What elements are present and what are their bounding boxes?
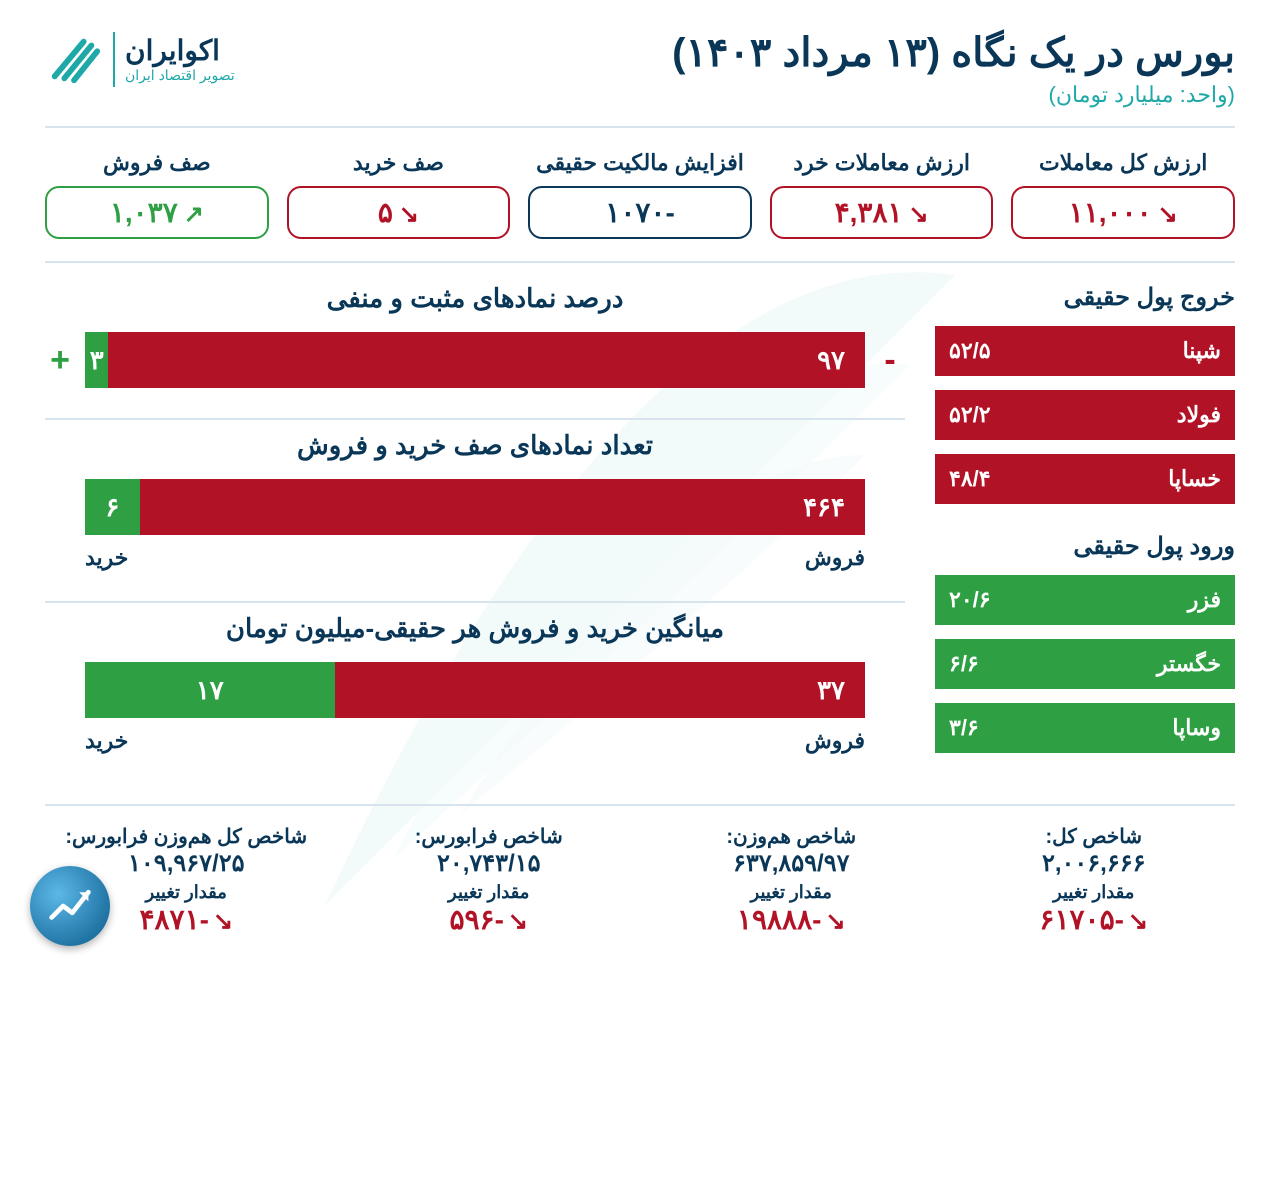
arrow-down-icon (213, 904, 233, 936)
arrow-down-icon (1158, 197, 1178, 229)
bar-positive: ۳ (85, 332, 108, 388)
stat-value: -۱۰۷۰ (528, 186, 752, 239)
h-bar: ۹۷ ۳ (85, 332, 865, 388)
index-value: ۲,۰۰۶,۶۶۶ (953, 849, 1236, 878)
index-change-label: مقدار تغییر (348, 882, 631, 903)
flow-name: خساپا (1168, 466, 1221, 492)
inflow-title: ورود پول حقیقی (935, 532, 1235, 561)
flow-bar: شپنا ۵۲/۵ (935, 326, 1235, 376)
arrow-down-icon (399, 197, 419, 229)
index-name: شاخص کل: (953, 824, 1236, 849)
arrow-down-icon (825, 904, 845, 936)
index-box: شاخص هم‌وزن: ۶۳۷,۸۵۹/۹۷ مقدار تغییر -۱۹۸… (650, 824, 933, 936)
flow-value: ۵۲/۲ (949, 402, 991, 428)
flow-value: ۲۰/۶ (949, 587, 991, 613)
arrow-down-icon (508, 904, 528, 936)
flow-value: ۵۲/۵ (949, 338, 991, 364)
index-name: شاخص هم‌وزن: (650, 824, 933, 849)
h-bar: ۳۷ ۱۷ (85, 662, 865, 718)
flow-name: فزر (1188, 587, 1221, 613)
index-name: شاخص کل هم‌وزن فرابورس: (45, 824, 328, 849)
index-box: شاخص فرابورس: ۲۰,۷۴۳/۱۵ مقدار تغییر -۵۹۶ (348, 824, 631, 936)
outflow-section: خروج پول حقیقی شپنا ۵۲/۵ فولاد ۵۲/۲ خساپا ۴۸/… (935, 283, 1235, 504)
index-change-label: مقدار تغییر (650, 882, 933, 903)
flow-bar: خساپا ۴۸/۴ (935, 454, 1235, 504)
index-row: شاخص کل: ۲,۰۰۶,۶۶۶ مقدار تغییر -۶۱۷۰۵ شا… (45, 804, 1235, 936)
inflow-section: ورود پول حقیقی فزر ۲۰/۶ خگستر ۶/۶ وساپا ۳/۶ (935, 532, 1235, 753)
flow-value: ۴۸/۴ (949, 466, 991, 492)
chart-badge-icon (30, 866, 110, 946)
page-subtitle: (واحد: میلیارد تومان) (672, 82, 1235, 108)
index-change: -۴۸۷۱ (139, 903, 233, 936)
arrow-down-icon (1128, 904, 1148, 936)
flow-bar: وساپا ۳/۶ (935, 703, 1235, 753)
flow-name: وساپا (1172, 715, 1221, 741)
chart-section: میانگین خرید و فروش هر حقیقی-میلیون توما… (45, 613, 905, 784)
stat-label: صف خرید (287, 150, 511, 176)
stat-label: صف فروش (45, 150, 269, 176)
stat-value: ۱۱,۰۰۰ (1011, 186, 1235, 239)
flow-name: شپنا (1183, 338, 1221, 364)
arrow-down-icon (909, 197, 929, 229)
h-bar: ۴۶۴ ۶ (85, 479, 865, 535)
bar-labels: فروشخرید (45, 728, 905, 754)
bar-labels: فروشخرید (45, 545, 905, 571)
stat-label: ارزش معاملات خرد (770, 150, 994, 176)
stat-value: ۱,۰۳۷ (45, 186, 269, 239)
chart-title: تعداد نمادهای صف خرید و فروش (45, 430, 905, 461)
index-name: شاخص فرابورس: (348, 824, 631, 849)
header: بورس در یک نگاه (۱۳ مرداد ۱۴۰۳) (واحد: م… (45, 30, 1235, 108)
logo-icon (45, 30, 103, 88)
stat-box: ارزش کل معاملات ۱۱,۰۰۰ (1011, 150, 1235, 239)
index-change: -۱۹۸۸۸ (737, 903, 846, 936)
bar-positive: ۱۷ (85, 662, 335, 718)
chart-title: درصد نمادهای مثبت و منفی (45, 283, 905, 314)
flow-value: ۳/۶ (949, 715, 979, 741)
index-box: شاخص کل: ۲,۰۰۶,۶۶۶ مقدار تغییر -۶۱۷۰۵ (953, 824, 1236, 936)
flow-bar: فولاد ۵۲/۲ (935, 390, 1235, 440)
stat-value: ۵ (287, 186, 511, 239)
logo-name: اکوایران (125, 34, 235, 67)
logo-tagline: تصویر اقتصاد ایران (125, 67, 235, 84)
logo: اکوایران تصویر اقتصاد ایران (45, 30, 235, 88)
flow-bar: فزر ۲۰/۶ (935, 575, 1235, 625)
divider (45, 126, 1235, 128)
stat-label: افزایش مالکیت حقیقی (528, 150, 752, 176)
stat-label: ارزش کل معاملات (1011, 150, 1235, 176)
outflow-title: خروج پول حقیقی (935, 283, 1235, 312)
index-change: -۶۱۷۰۵ (1039, 903, 1148, 936)
bar-negative: ۴۶۴ (140, 479, 865, 535)
index-change-label: مقدار تغییر (953, 882, 1236, 903)
flow-name: خگستر (1157, 651, 1221, 677)
stat-box: افزایش مالکیت حقیقی -۱۰۷۰ (528, 150, 752, 239)
bar-negative: ۳۷ (335, 662, 865, 718)
bar-negative: ۹۷ (108, 332, 865, 388)
chart-section: تعداد نمادهای صف خرید و فروش ۴۶۴ ۶ فروشخ… (45, 430, 905, 603)
bar-positive: ۶ (85, 479, 140, 535)
stat-box: صف خرید ۵ (287, 150, 511, 239)
flow-value: ۶/۶ (949, 651, 979, 677)
page-title: بورس در یک نگاه (۱۳ مرداد ۱۴۰۳) (672, 30, 1235, 76)
stat-value: ۴,۳۸۱ (770, 186, 994, 239)
index-value: ۶۳۷,۸۵۹/۹۷ (650, 849, 933, 878)
stat-row: ارزش کل معاملات ۱۱,۰۰۰ ارزش معاملات خرد … (45, 150, 1235, 239)
flow-name: فولاد (1177, 402, 1221, 428)
stat-box: صف فروش ۱,۰۳۷ (45, 150, 269, 239)
minus-sign: - (875, 341, 905, 380)
index-change: -۵۹۶ (449, 903, 528, 936)
flow-bar: خگستر ۶/۶ (935, 639, 1235, 689)
chart-title: میانگین خرید و فروش هر حقیقی-میلیون توما… (45, 613, 905, 644)
plus-sign: + (45, 341, 75, 380)
index-value: ۲۰,۷۴۳/۱۵ (348, 849, 631, 878)
arrow-up-icon (184, 197, 204, 229)
stat-box: ارزش معاملات خرد ۴,۳۸۱ (770, 150, 994, 239)
chart-section: درصد نمادهای مثبت و منفی - ۹۷ ۳ + (45, 283, 905, 420)
